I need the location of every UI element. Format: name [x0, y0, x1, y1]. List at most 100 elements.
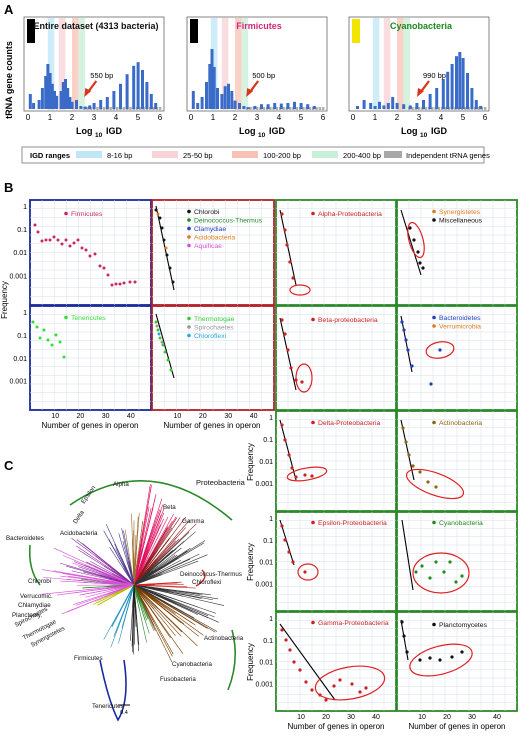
- tree-branch: [133, 560, 138, 586]
- legend-swatch-25-50: [152, 151, 178, 158]
- data-point: [46, 338, 50, 342]
- tree-branch: [73, 593, 108, 605]
- legend-dot: [311, 620, 315, 625]
- histogram-bar: [293, 101, 296, 109]
- tree-branch: [41, 569, 86, 578]
- legend-label-100-200: 100-200 bp: [263, 151, 301, 160]
- x-tick-label: 20: [443, 714, 451, 721]
- data-point: [80, 246, 84, 250]
- igd-band: [403, 18, 411, 110]
- x-tick-label: 10: [51, 413, 59, 420]
- x-axis-label: Number of genes in operon: [42, 421, 139, 430]
- tree-clade-branches-9: [103, 584, 135, 648]
- tree-branch: [90, 561, 113, 574]
- tree-branch: [110, 608, 126, 648]
- legend-swatch-100-200: [232, 151, 258, 158]
- tree-branch: [92, 594, 113, 605]
- x-tick-label: 10: [174, 413, 182, 420]
- data-point: [448, 560, 452, 564]
- tree-branch: [40, 589, 87, 595]
- histogram-bar: [273, 103, 277, 109]
- independent-bar: [444, 107, 447, 110]
- data-point: [400, 620, 404, 624]
- data-point: [48, 238, 52, 242]
- tree-branch: [149, 526, 169, 558]
- tree-branch: [82, 543, 113, 568]
- histogram-bar: [75, 100, 78, 109]
- tree-branch: [141, 507, 152, 550]
- subpanel-color-bar: [27, 19, 35, 43]
- x-axis-label-end: IGD: [106, 126, 123, 136]
- y-tick-label: 1: [269, 415, 273, 422]
- data-point: [54, 333, 58, 337]
- data-point: [438, 348, 442, 352]
- igd-band: [372, 18, 380, 110]
- arrow-head: [417, 88, 424, 97]
- y-tick-label: 1: [269, 616, 273, 623]
- data-point: [284, 638, 288, 642]
- tree-branch: [146, 603, 171, 639]
- tree-branch: [56, 588, 107, 596]
- tree-branch: [166, 608, 204, 636]
- histogram-bar: [286, 103, 290, 109]
- legend-label: Miscellaneous: [439, 218, 483, 225]
- clade-label: Deinococcus-Thermus: [180, 571, 242, 578]
- tree-branch: [163, 531, 196, 560]
- y-tick-label: 0.01: [13, 250, 27, 257]
- legend-dot: [187, 235, 191, 239]
- legend-label: Spirochaetes: [194, 325, 234, 332]
- y-tick-label: 0.01: [259, 560, 273, 567]
- independent-bar: [122, 107, 126, 110]
- tree-branch: [158, 531, 190, 562]
- y-axis-label: Frequency: [246, 543, 255, 581]
- tree-branch: [144, 524, 161, 562]
- tree-branch: [171, 600, 209, 617]
- fit-line: [279, 419, 297, 481]
- arrow-annotation: 990 bp: [423, 71, 446, 80]
- histogram-bar: [260, 104, 263, 109]
- data-point: [280, 628, 284, 632]
- data-point: [50, 343, 54, 347]
- igd-band: [78, 18, 86, 110]
- arrow-head: [246, 88, 254, 97]
- independent-bar: [318, 107, 322, 110]
- data-point: [294, 475, 298, 479]
- data-point: [60, 242, 64, 246]
- x-axis-label-end: IGD: [269, 126, 286, 136]
- independent-bar: [308, 107, 312, 110]
- data-point: [358, 690, 362, 694]
- tree-branch: [113, 605, 127, 637]
- data-point: [118, 282, 122, 286]
- legend-swatch-independent: [384, 151, 402, 158]
- histogram-bar: [470, 88, 474, 109]
- tree-branch: [60, 575, 108, 583]
- independent-bar: [424, 107, 427, 110]
- fit-line: [401, 519, 414, 591]
- tree-branch: [154, 599, 176, 615]
- y-tick-label: 0.001: [9, 273, 27, 280]
- x-tick-label: 1: [48, 113, 53, 122]
- legend-label: Planctomycetes: [439, 622, 488, 629]
- x-axis-label: Log: [76, 126, 93, 136]
- tree-branch: [133, 584, 158, 608]
- data-point: [160, 226, 164, 230]
- legend-dot: [311, 317, 315, 322]
- x-tick-label: 5: [299, 113, 304, 122]
- histogram-bar: [391, 97, 395, 109]
- x-tick-label: 10: [418, 714, 426, 721]
- data-point: [287, 550, 291, 554]
- outlier-ellipse: [297, 563, 319, 581]
- tree-branch: [132, 618, 134, 653]
- tree-branch: [109, 547, 124, 569]
- histogram-bar: [119, 83, 122, 109]
- histogram-bar: [61, 82, 65, 109]
- clade-label: Gamma: [182, 518, 205, 525]
- tree-branch: [171, 540, 206, 562]
- histogram-bar: [266, 104, 270, 109]
- histogram-bar: [53, 91, 56, 109]
- independent-bar: [102, 107, 106, 110]
- data-point: [401, 426, 405, 430]
- tree-branch: [141, 601, 156, 632]
- histogram-bar: [125, 74, 129, 109]
